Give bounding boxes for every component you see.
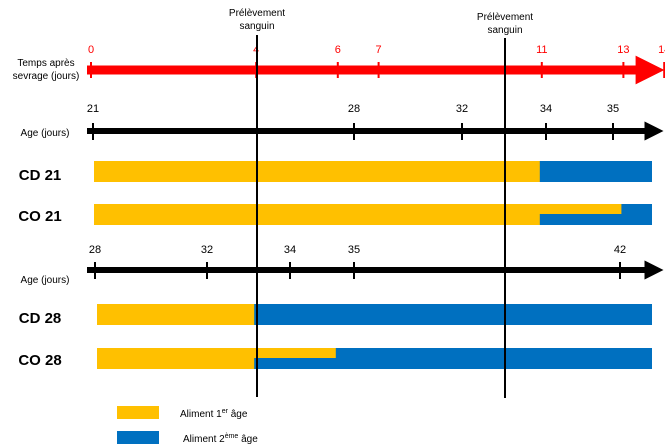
sampling-label-1-line1: Prélèvement [229, 8, 285, 19]
temps-axis-label-line1: Temps après [17, 58, 74, 69]
temps-axis-label-line2: sevrage (jours) [13, 71, 80, 82]
sampling-lines [256, 35, 506, 398]
bar-segment-cd21-aliment-1 [94, 161, 542, 182]
group-label-co28: CO 28 [18, 352, 61, 369]
bar-segment-cd21-aliment-2 [539, 161, 652, 182]
sampling-label-1-line2: sanguin [239, 21, 274, 32]
group-label-co21: CO 21 [18, 208, 61, 225]
bar-segment-cd28-aliment-1 [97, 304, 257, 325]
age-axis-28-label: Age (jours) [21, 275, 70, 286]
bar-segment-co28-aliment-1 [254, 348, 338, 358]
bar-segment-cd28-aliment-2 [254, 304, 652, 325]
age-axis-21-ticks: 21 28 32 34 35 [87, 103, 619, 140]
age21-tick-label: 34 [540, 103, 552, 115]
temps-tick-label: 6 [335, 44, 341, 56]
legend-swatch-aliment-1 [117, 406, 159, 419]
age21-tick-label: 21 [87, 103, 99, 115]
group-label-cd28: CD 28 [19, 310, 62, 327]
bar-segment-co28-aliment-2 [254, 358, 652, 369]
bar-segment-co21-aliment-2 [539, 214, 652, 225]
legend-label-aliment-2: Aliment 2ème âge [183, 433, 258, 445]
temps-tick-label: 7 [376, 44, 382, 56]
age21-tick-label: 28 [348, 103, 360, 115]
age21-tick-label: 35 [607, 103, 619, 115]
bar-segment-co21-aliment-1 [539, 204, 624, 214]
bar-segment-co28-aliment-1 [97, 348, 257, 369]
temps-axis-ticks: 0467111314 [88, 44, 665, 78]
diet-bars [94, 161, 652, 369]
age28-tick-label: 28 [89, 244, 101, 256]
age-axis-21-label: Age (jours) [21, 128, 70, 139]
temps-tick-label: 11 [536, 44, 547, 56]
bar-segment-co21-aliment-1 [94, 204, 542, 225]
bar-segment-co28-aliment-2 [335, 348, 652, 358]
age21-tick-label: 32 [456, 103, 468, 115]
age28-tick-label: 35 [348, 244, 360, 256]
temps-tick-label: 0 [88, 44, 94, 56]
group-label-cd21: CD 21 [19, 167, 62, 184]
age-axis-28-ticks: 28 32 34 35 42 [89, 244, 626, 279]
legend-label-aliment-1: Aliment 1er âge [180, 408, 248, 420]
temps-tick-label: 14 [658, 44, 665, 56]
legend-swatch-aliment-2 [117, 431, 159, 444]
sampling-label-2-line1: Prélèvement [477, 12, 533, 23]
age28-tick-label: 34 [284, 244, 296, 256]
age28-tick-label: 32 [201, 244, 213, 256]
bar-segment-co21-aliment-2 [621, 204, 652, 214]
sampling-label-2-line2: sanguin [487, 25, 522, 36]
temps-tick-label: 13 [617, 44, 629, 56]
age28-tick-label: 42 [614, 244, 626, 256]
